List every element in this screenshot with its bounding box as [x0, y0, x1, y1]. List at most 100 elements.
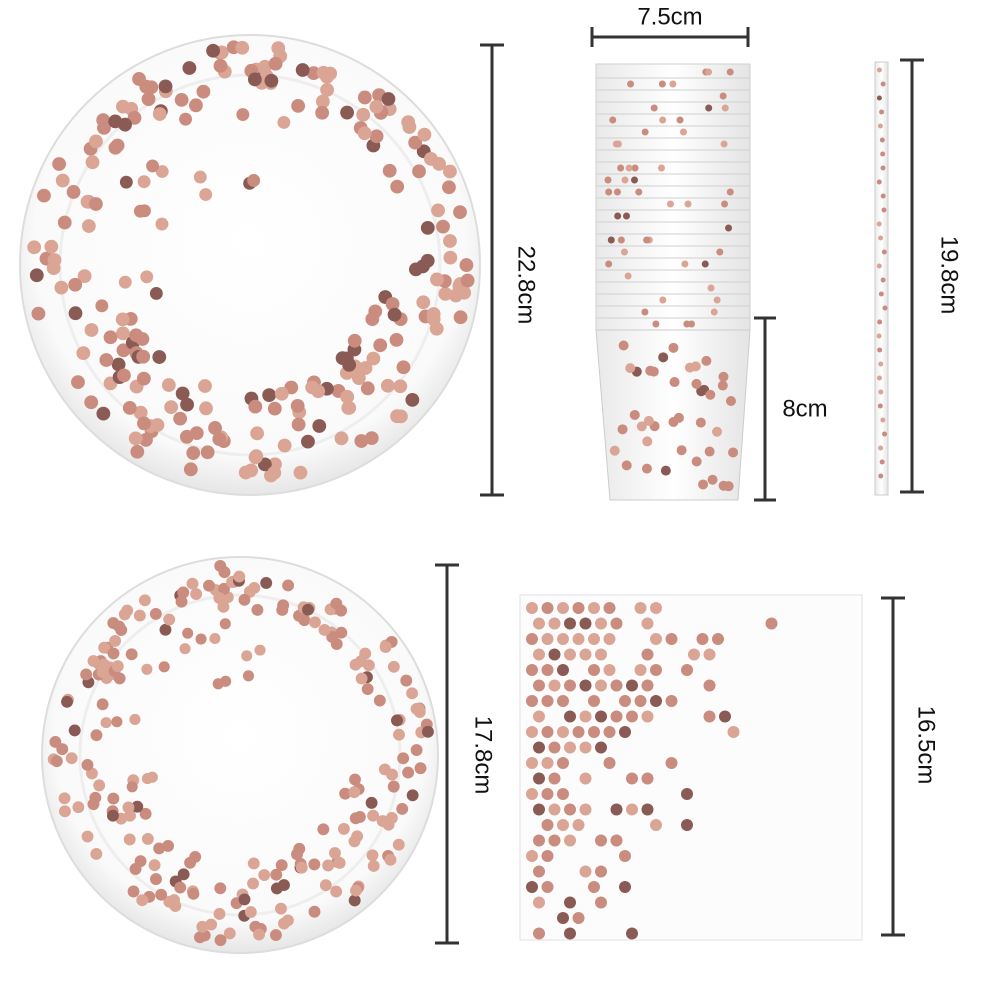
foil-dot — [626, 710, 638, 723]
foil-dot — [295, 63, 310, 77]
foil-dot — [541, 633, 554, 645]
foil-dot — [406, 687, 419, 700]
foil-dot — [367, 809, 380, 822]
foil-dot — [155, 888, 168, 901]
foil-dot — [139, 79, 154, 94]
dimension-label: 8cm — [782, 395, 827, 422]
foil-dot — [392, 838, 405, 851]
foil-dot — [595, 741, 607, 754]
foil-dot — [242, 670, 255, 682]
foil-dot — [179, 112, 193, 126]
foil-dot — [426, 307, 441, 321]
foil-dot — [98, 641, 111, 654]
foil-dot — [713, 296, 721, 304]
foil-dot — [402, 766, 415, 779]
foil-dot — [262, 388, 277, 403]
foil-dot — [134, 855, 147, 868]
foil-dot — [588, 664, 600, 676]
foil-dot — [402, 120, 417, 134]
foil-dot — [258, 869, 271, 881]
foil-dot — [681, 819, 693, 831]
foil-dot — [81, 830, 94, 843]
foil-dot — [876, 67, 882, 73]
foil-dot — [424, 151, 438, 166]
foil-dot — [190, 588, 203, 601]
foil-dot — [308, 905, 321, 918]
foil-dot — [312, 419, 327, 433]
foil-dot — [248, 450, 263, 465]
foil-dot — [629, 409, 640, 420]
foil-dot — [349, 658, 362, 671]
dimension-label: 22.8cm — [513, 246, 540, 325]
dimension-bar — [435, 563, 459, 945]
foil-dot — [301, 434, 315, 449]
foil-dot — [186, 446, 201, 460]
foil-dot — [218, 566, 231, 579]
foil-dot — [676, 445, 687, 456]
foil-dot — [725, 395, 736, 406]
foil-dot — [311, 384, 326, 399]
foil-dot — [610, 803, 623, 816]
dimension-bar — [480, 43, 504, 497]
foil-dot — [626, 679, 638, 692]
foil-dot — [443, 250, 458, 265]
foil-dot — [541, 695, 554, 707]
foil-dot — [705, 104, 713, 112]
foil-dot — [650, 104, 658, 112]
foil-dot — [366, 849, 379, 862]
foil-dot — [353, 811, 366, 823]
foil-dot — [306, 66, 321, 81]
foil-dot — [617, 164, 625, 172]
foil-dot — [136, 894, 149, 907]
foil-dot — [339, 787, 352, 800]
foil-dot — [725, 224, 733, 232]
foil-dot — [588, 602, 600, 614]
foil-dot — [588, 881, 600, 893]
foil-dot — [127, 885, 140, 898]
foil-dot — [130, 444, 145, 459]
foil-dot — [29, 268, 44, 283]
foil-dot — [212, 432, 227, 447]
foil-dot — [564, 834, 576, 847]
foil-dot — [182, 627, 194, 639]
foil-dot — [641, 617, 654, 630]
foil-dot — [641, 772, 654, 785]
foil-dot — [669, 377, 680, 388]
foil-dot — [141, 92, 156, 107]
foil-dot — [213, 58, 228, 73]
foil-dot — [526, 633, 538, 645]
foil-dot — [340, 351, 354, 366]
foil-dot — [379, 641, 392, 653]
foil-dot — [417, 127, 432, 142]
foil-dot — [882, 305, 888, 311]
foil-dot — [533, 710, 545, 723]
foil-dot — [878, 445, 884, 451]
small-plate — [41, 556, 439, 954]
foil-dot — [397, 752, 410, 765]
foil-dot — [340, 105, 354, 120]
foil-dot — [659, 116, 667, 124]
foil-dot — [579, 710, 592, 723]
foil-dot — [641, 308, 649, 316]
foil-dot — [548, 834, 561, 847]
foil-dot — [200, 445, 215, 460]
foil-dot — [548, 617, 561, 630]
foil-dot — [179, 643, 191, 655]
foil-dot — [44, 239, 59, 254]
foil-dot — [588, 695, 600, 707]
foil-dot — [322, 859, 335, 872]
foil-dot — [876, 375, 882, 381]
foil-dot — [707, 474, 718, 485]
foil-dot — [703, 679, 716, 692]
foil-dot — [148, 859, 161, 872]
foil-dot — [650, 602, 662, 614]
foil-dot — [877, 319, 883, 325]
foil-dot — [136, 349, 151, 364]
foil-dot — [291, 848, 303, 861]
foil-dot — [665, 633, 678, 645]
foil-dot — [138, 594, 151, 607]
foil-dot — [99, 353, 114, 367]
foil-dot — [369, 99, 384, 114]
foil-dot — [93, 779, 106, 792]
foil-dot — [184, 856, 197, 869]
